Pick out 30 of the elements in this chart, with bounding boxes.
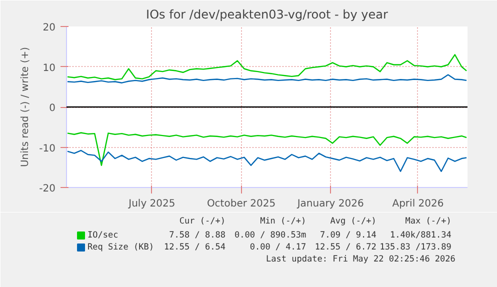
chart-title: IOs for /dev/peakten03-vg/root - by year xyxy=(146,8,388,22)
text: 135.83 /173.89 xyxy=(380,242,452,252)
text: 12.55 / 6.54 xyxy=(164,242,226,252)
x-tick-label: July 2025 xyxy=(128,198,176,210)
y-tick-label: -20 xyxy=(39,184,56,194)
line-series xyxy=(66,132,468,166)
line-series xyxy=(66,54,468,80)
legend-label: IO/sec xyxy=(87,230,118,240)
text: Cur (-/+) xyxy=(179,216,226,226)
line-series xyxy=(66,150,468,172)
x-tick-label: January 2026 xyxy=(296,198,364,210)
text: 0.00 / 890.53m xyxy=(234,230,306,240)
text: 1.40k/881.34 xyxy=(390,230,452,240)
text: Avg (-/+) xyxy=(330,216,376,226)
text: 7.09 / 9.14 xyxy=(320,230,376,240)
line-series xyxy=(66,74,468,84)
x-tick-label: October 2025 xyxy=(206,198,276,210)
y-axis-title: Units read (-) / write (+) xyxy=(20,46,32,168)
y-tick-label: -10 xyxy=(39,143,56,154)
text: Max (-/+) xyxy=(405,216,452,226)
text: Last update: Fri May 22 02:25:46 2026 xyxy=(266,254,456,264)
text: 12.55 / 6.72 xyxy=(314,242,376,252)
x-tick-label: April 2026 xyxy=(392,198,444,210)
text: 0.00 / 4.17 xyxy=(250,242,306,252)
text: Min (-/+) xyxy=(260,216,306,226)
y-tick-label: 10 xyxy=(42,62,56,74)
y-tick-label: 0 xyxy=(49,103,56,114)
legend-label: Req Size (KB) xyxy=(87,242,154,252)
y-tick-label: 20 xyxy=(42,22,56,34)
text: 7.58 / 8.88 xyxy=(169,230,226,240)
